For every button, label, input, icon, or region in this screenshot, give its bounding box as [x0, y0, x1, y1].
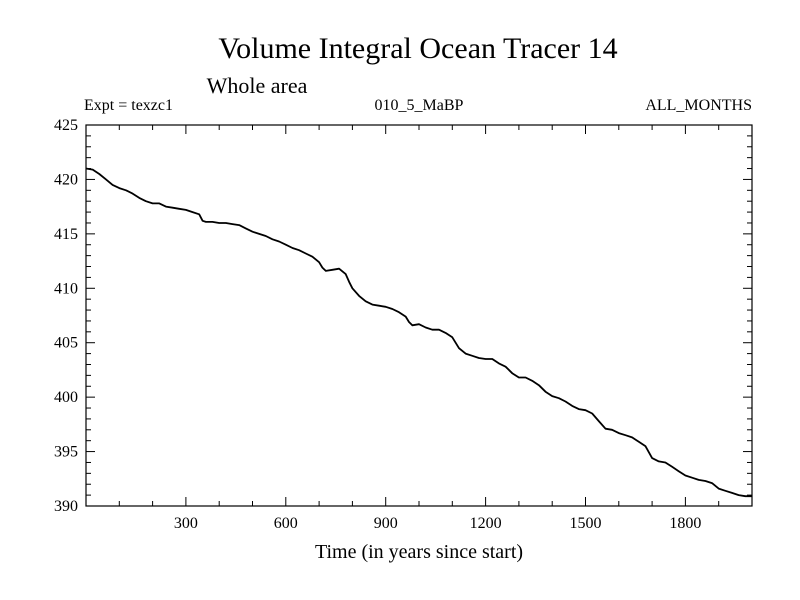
x-tick-labels: 300 600 900 1200 1500 1800 [174, 515, 702, 532]
y-tick-label: 405 [54, 335, 78, 352]
y-tick-labels: 390 395 400 405 410 415 420 425 [54, 117, 78, 515]
x-tick-label: 1800 [669, 515, 701, 532]
y-tick-label: 415 [54, 226, 78, 243]
y-tick-label: 425 [54, 117, 78, 134]
axis-ticks [86, 125, 752, 506]
period-label: ALL_MONTHS [645, 97, 752, 114]
run-label: 010_5_MaBP [375, 97, 464, 114]
y-tick-label: 420 [54, 171, 78, 188]
y-tick-label: 395 [54, 444, 78, 461]
y-tick-label: 390 [54, 498, 78, 515]
y-tick-label: 410 [54, 280, 78, 297]
x-tick-label: 1500 [570, 515, 602, 532]
x-tick-label: 600 [274, 515, 298, 532]
x-tick-label: 900 [374, 515, 398, 532]
y-tick-label: 400 [54, 389, 78, 406]
x-axis-label: Time (in years since start) [315, 541, 523, 563]
x-tick-label: 300 [174, 515, 198, 532]
chart-subtitle: Whole area [207, 73, 308, 98]
chart-title: Volume Integral Ocean Tracer 14 [218, 32, 617, 65]
x-tick-label: 1200 [470, 515, 502, 532]
expt-label: Expt = texzc1 [84, 97, 173, 114]
data-series-line [85, 167, 752, 498]
plot-frame [85, 124, 753, 507]
